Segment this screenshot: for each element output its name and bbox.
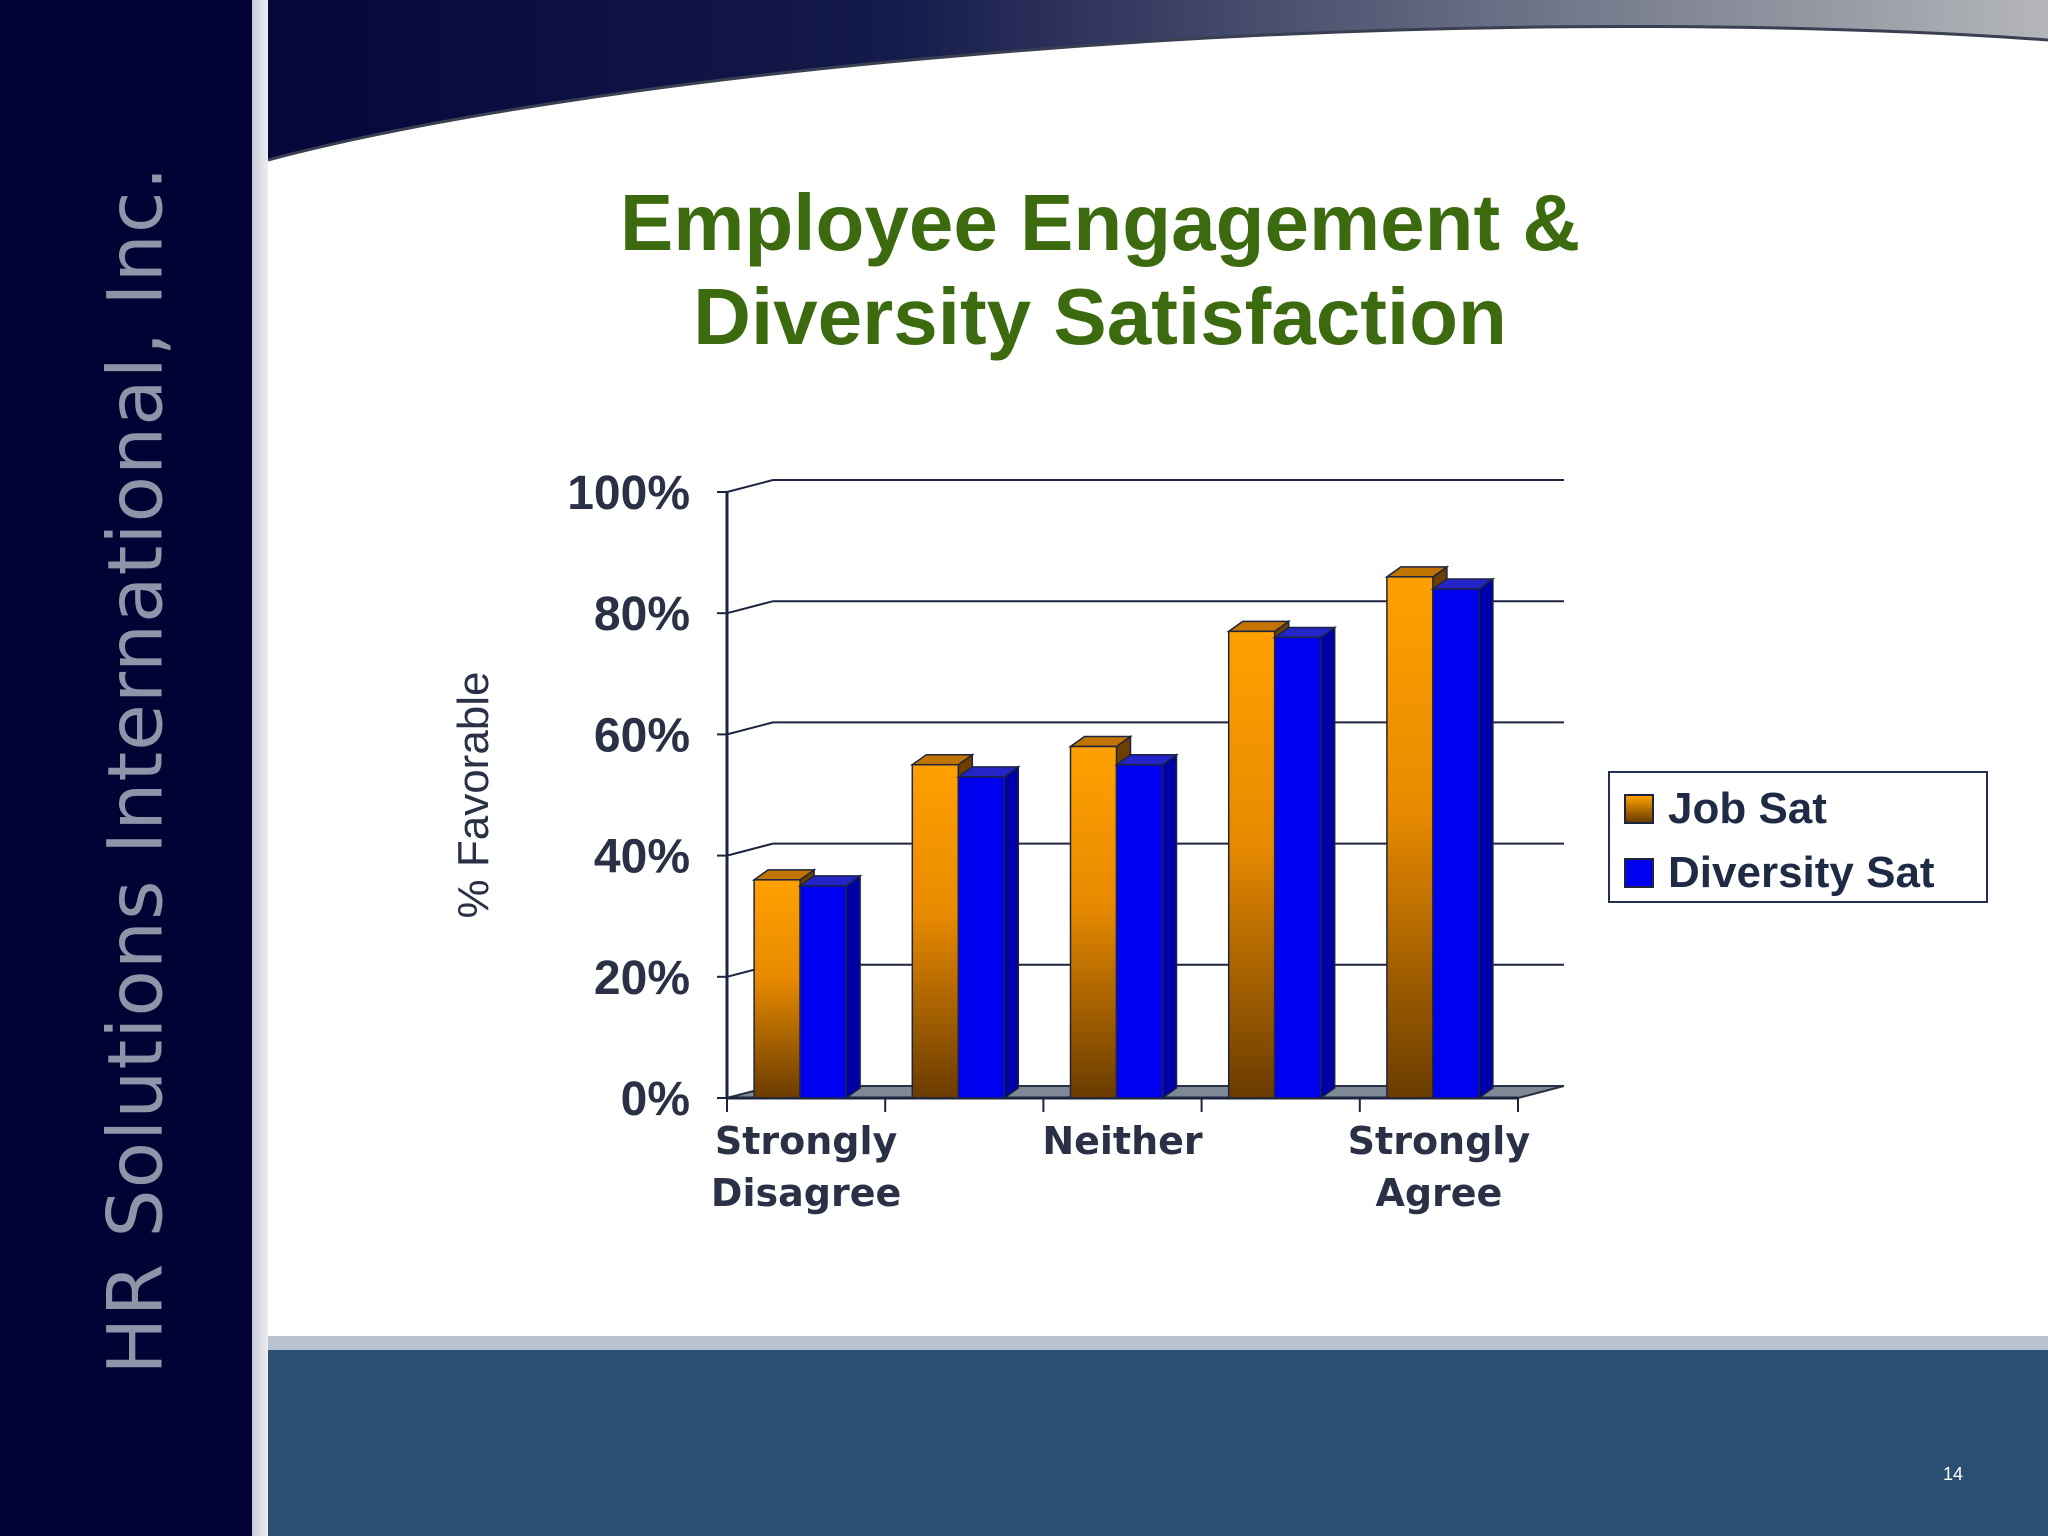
slide-title-line-2: Diversity Satisfaction [693,272,1507,361]
y-tick-label: 100% [567,467,690,520]
header-swoosh [268,0,2048,162]
bar [1432,588,1480,1099]
page-number: 14 [1942,1464,1963,1484]
bar [957,776,1006,1099]
y-tick-label: 20% [594,952,690,1005]
slide-title-line-1: Employee Engagement & [619,178,1581,267]
legend-label-diversity-sat: Diversity Sat [1668,848,1935,897]
bar [1273,636,1322,1099]
bar [1227,630,1276,1099]
legend-label-job-sat: Job Sat [1668,784,1827,833]
sidebar-edge [252,0,268,1536]
legend-item-job-sat: Job Sat [1624,784,1827,833]
y-tick-label: 60% [594,709,690,762]
bar-side [1161,753,1178,1100]
x-tick-label: Neither [1042,1119,1203,1163]
gridline-depth [726,479,774,493]
x-tick-label: Strongly [1348,1119,1531,1163]
bar-side [1003,765,1020,1100]
x-tick-label: Agree [1375,1171,1502,1215]
bar [911,763,960,1099]
gridline-depth [726,721,774,736]
x-tick-label: Strongly [715,1119,898,1163]
bar [799,885,847,1099]
y-axis-title: % Favorable [449,671,498,918]
bar [1386,576,1434,1099]
gridline-depth [726,842,774,857]
bar [1069,745,1118,1099]
slide-title: Employee Engagement & Diversity Satisfac… [500,176,1700,364]
bar-side [1478,577,1494,1100]
legend-item-diversity-sat: Diversity Sat [1624,848,1935,897]
y-tick-label: 40% [594,831,690,884]
legend-swatch-diversity-sat [1624,858,1654,888]
y-tick-label: 80% [594,588,690,641]
y-tick-label: 0% [621,1073,690,1126]
bar-side [1319,625,1336,1100]
x-tick-label: Disagree [711,1171,901,1215]
footer-band [268,1336,2048,1536]
sidebar-brand-band: HR Solutions International, Inc. [0,0,252,1536]
legend-swatch-job-sat [1624,794,1654,824]
bar [1115,763,1164,1099]
gridline-depth [726,600,774,615]
bar-side [845,874,861,1100]
chart-legend: Job Sat Diversity Sat [1608,771,1988,903]
bar [753,879,801,1099]
bar-chart: 0% 20% 40% 60% 80% 100% % Favorable Strongly Dis… [449,467,1565,1215]
